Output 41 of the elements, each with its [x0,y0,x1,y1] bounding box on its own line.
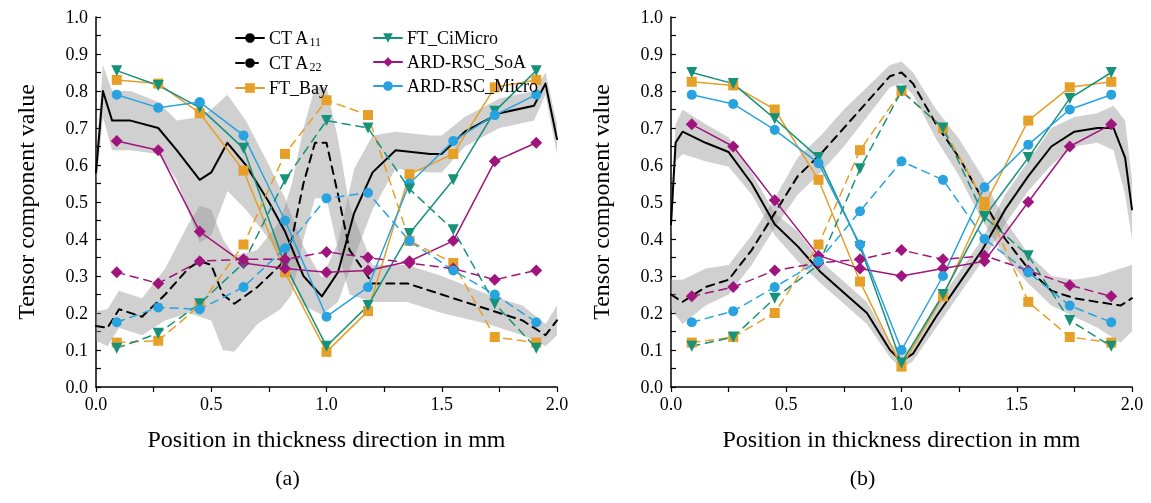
y-tick-label: 0.6 [65,155,88,175]
x-tick-label: 1.0 [890,394,913,414]
x-axis-title: Position in thickness direction in mm [722,426,1081,452]
y-tick-label: 0.1 [640,340,663,360]
y-tick-label: 0.8 [65,81,88,101]
x-tick-label: 1.5 [430,394,453,414]
y-tick-label: 0.6 [640,155,663,175]
y-tick-label: 0.4 [65,229,88,249]
y-tick-label: 0.8 [640,81,663,101]
y-tick-label: 0.7 [640,118,663,138]
legend-label: ARD-RSC_SoA [407,52,527,72]
y-tick-label: 0.1 [65,340,88,360]
text: (a) [275,464,300,490]
x-axis-title: Position in thickness direction in mm [147,426,506,452]
x-tick-label: 1.0 [315,394,338,414]
y-tick-label: 0.5 [640,192,663,212]
y-tick-label: 0.2 [640,303,663,323]
x-tick-label: 0.0 [84,394,108,414]
y-tick-label: 0.9 [65,44,88,64]
legend-label: FT_Bay [269,78,329,98]
legend-label: FT_CiMicro [407,28,499,48]
x-tick-label: 1.5 [1005,394,1028,414]
y-tick-label: 0.3 [65,266,88,286]
x-tick-label: 0.5 [775,394,798,414]
y-tick-label: 0.5 [65,192,88,212]
y-tick-label: 1.0 [65,7,88,27]
y-tick-label: 0.0 [640,377,663,397]
x-tick-label: 2.0 [545,394,569,414]
y-tick-label: 0.0 [65,377,88,397]
y-axis-title: Tensor component value [588,84,614,320]
x-tick-label: 0.0 [659,394,683,414]
y-tick-label: 1.0 [640,7,663,27]
y-tick-label: 0.7 [65,118,88,138]
y-tick-label: 0.2 [65,303,88,323]
y-tick-label: 0.3 [640,266,663,286]
y-axis-title: Tensor component value [13,84,39,320]
y-tick-label: 0.9 [640,44,663,64]
y-tick-label: 0.4 [640,229,663,249]
text: (b) [849,464,876,490]
x-tick-label: 0.5 [200,394,223,414]
x-tick-label: 2.0 [1120,394,1144,414]
